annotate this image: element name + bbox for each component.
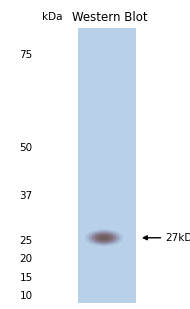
Ellipse shape [85, 229, 123, 246]
Ellipse shape [89, 231, 120, 245]
Ellipse shape [92, 232, 116, 243]
Bar [78, 28, 136, 303]
Ellipse shape [98, 235, 110, 240]
Ellipse shape [95, 234, 113, 242]
Text: kDa: kDa [42, 12, 63, 22]
Title: Western Blot: Western Blot [72, 11, 148, 24]
Text: 27kDa: 27kDa [165, 233, 190, 243]
